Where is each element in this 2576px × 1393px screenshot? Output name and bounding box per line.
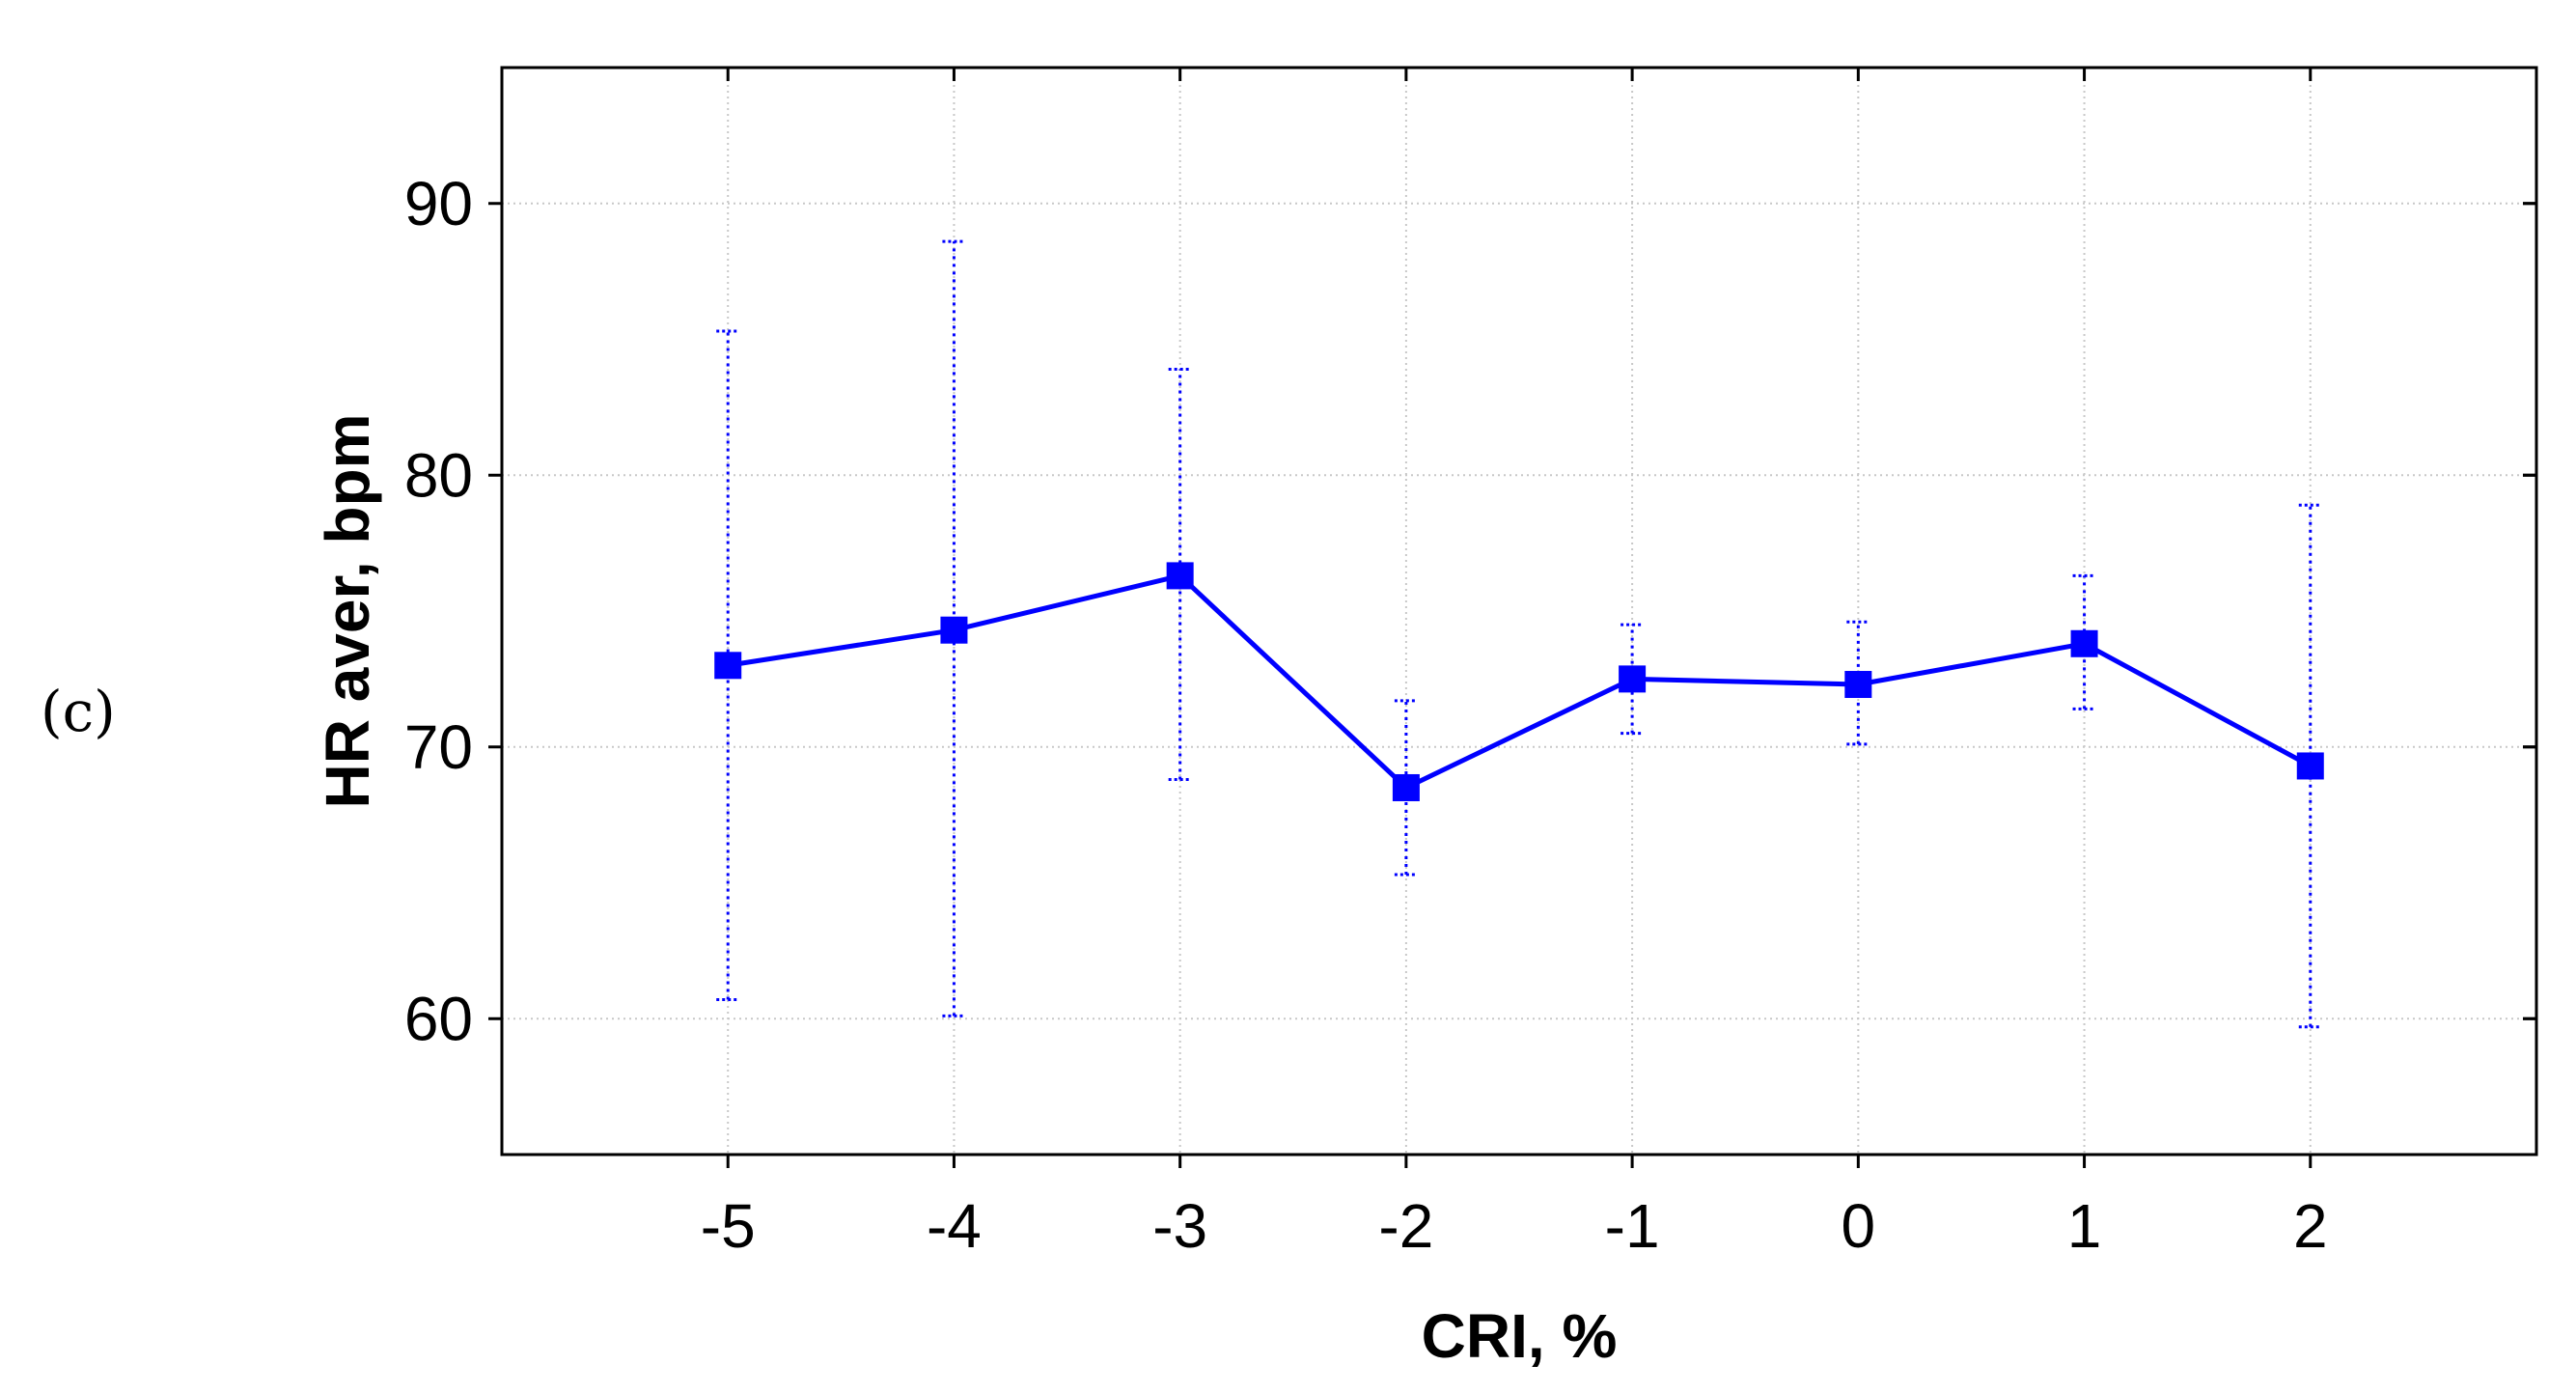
data-point-marker xyxy=(714,652,742,680)
data-point-marker xyxy=(1619,665,1647,693)
series-line xyxy=(727,572,2312,791)
y-tick-label: 60 xyxy=(404,984,473,1053)
plot-frame xyxy=(500,66,2538,1156)
axis-ticks xyxy=(488,68,2536,1168)
x-axis-title: CRI, % xyxy=(1422,1301,1618,1371)
data-point-marker xyxy=(940,616,968,644)
series-line xyxy=(727,572,2312,791)
y-tick-label: 70 xyxy=(404,712,473,782)
data-point-marker xyxy=(2070,629,2098,657)
x-tick-label: -1 xyxy=(1605,1191,1660,1261)
data-point-marker xyxy=(1392,773,1420,801)
x-tick-label: 0 xyxy=(1842,1191,1876,1261)
x-tick-label: 1 xyxy=(2067,1191,2102,1261)
x-tick-label: 2 xyxy=(2293,1191,2328,1261)
data-point-marker xyxy=(1844,671,1872,699)
x-tick-labels: -5 -4 -3 -2 -1 0 1 2 xyxy=(701,1191,2328,1261)
markers xyxy=(714,562,2324,801)
y-tick-label: 90 xyxy=(404,169,473,238)
x-tick-label: -4 xyxy=(927,1191,982,1261)
data-point-marker xyxy=(1166,562,1194,590)
x-tick-label: -3 xyxy=(1152,1191,1207,1261)
x-tick-label: -2 xyxy=(1378,1191,1433,1261)
y-tick-label: 80 xyxy=(404,440,473,510)
x-tick-label: -5 xyxy=(701,1191,756,1261)
y-axis-title: HR aver, bpm xyxy=(313,413,382,808)
y-tick-labels: 60 70 80 90 xyxy=(404,169,473,1054)
grid xyxy=(502,68,2536,1155)
data-point-marker xyxy=(2296,752,2324,780)
panel-label: (c) xyxy=(41,679,116,744)
